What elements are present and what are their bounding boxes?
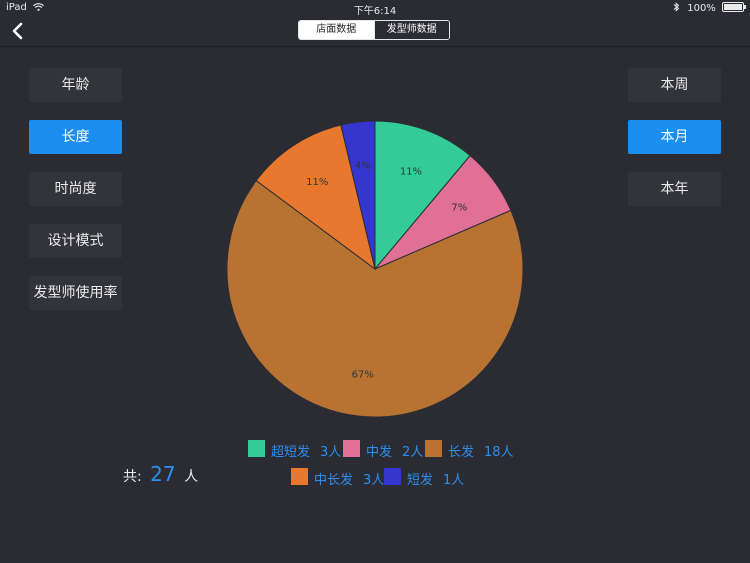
device-label: iPad — [6, 2, 44, 13]
legend-label-0: 超短发 3人 — [271, 441, 341, 460]
bluetooth-icon — [673, 2, 680, 12]
category-fashion-button[interactable]: 时尚度 — [29, 172, 122, 206]
wifi-icon — [33, 3, 44, 11]
legend-label-3: 中长发 3人 — [314, 469, 384, 488]
pie-slice-0 — [374, 120, 471, 271]
battery-status: 100% — [673, 2, 746, 14]
legend-count-3: 3人 — [363, 473, 385, 488]
category-design-mode-button[interactable]: 设计模式 — [29, 224, 122, 258]
status-bar: iPad 下午6:14 100% — [0, 0, 750, 17]
period-year-button[interactable]: 本年 — [628, 172, 721, 206]
pie-svg: 11% 7% 67% 11% 4% — [226, 120, 524, 418]
status-time: 下午6:14 — [353, 6, 397, 17]
pie-slice-2 — [226, 179, 524, 418]
data-segmented-control: 店面数据 发型师数据 — [298, 20, 450, 40]
pie-slice-label-1: 7% — [451, 202, 467, 213]
legend-name-1: 中发 — [366, 445, 393, 460]
total-number: 27 — [150, 462, 176, 486]
category-age-button[interactable]: 年龄 — [29, 68, 122, 102]
pie-slice-4 — [340, 120, 376, 270]
chevron-left-icon — [12, 22, 23, 40]
hair-length-pie-chart: 11% 7% 67% 11% 4% — [220, 112, 530, 427]
legend-name-2: 长发 — [448, 445, 475, 460]
back-button[interactable] — [8, 20, 28, 42]
legend-swatch-2 — [425, 440, 442, 457]
legend-swatch-3 — [291, 468, 308, 485]
nav-bar: 店面数据 发型师数据 — [0, 16, 750, 47]
legend-swatch-0 — [248, 440, 265, 457]
legend-name-4: 短发 — [407, 473, 434, 488]
pie-slice-label-3: 11% — [306, 177, 328, 188]
legend-count-1: 2人 — [402, 445, 424, 460]
legend-label-2: 长发 18人 — [448, 441, 514, 460]
legend-swatch-1 — [343, 440, 360, 457]
pie-slice-label-0: 11% — [400, 166, 422, 177]
pie-slice-label-4: 4% — [355, 161, 371, 172]
pie-slice-3 — [255, 124, 376, 271]
period-month-button[interactable]: 本月 — [628, 120, 721, 154]
category-stylist-usage-button[interactable]: 发型师使用率 — [29, 276, 122, 310]
total-count: 共: 27 人 — [123, 462, 198, 486]
legend-count-4: 1人 — [443, 473, 465, 488]
legend-label-4: 短发 1人 — [407, 469, 464, 488]
total-unit: 人 — [184, 469, 199, 485]
legend-swatch-4 — [384, 468, 401, 485]
battery-percent: 100% — [687, 3, 716, 14]
legend-name-3: 中长发 — [314, 473, 354, 488]
total-prefix: 共: — [123, 469, 142, 485]
pie-slice-label-2: 67% — [352, 369, 374, 380]
legend-name-0: 超短发 — [271, 445, 311, 460]
battery-icon — [722, 2, 746, 12]
tab-store-data[interactable]: 店面数据 — [299, 21, 374, 39]
legend-count-2: 18人 — [484, 445, 514, 460]
tab-stylist-data[interactable]: 发型师数据 — [373, 21, 449, 39]
category-length-button[interactable]: 长度 — [29, 120, 122, 154]
period-week-button[interactable]: 本周 — [628, 68, 721, 102]
legend-count-0: 3人 — [320, 445, 342, 460]
legend-label-1: 中发 2人 — [366, 441, 423, 460]
